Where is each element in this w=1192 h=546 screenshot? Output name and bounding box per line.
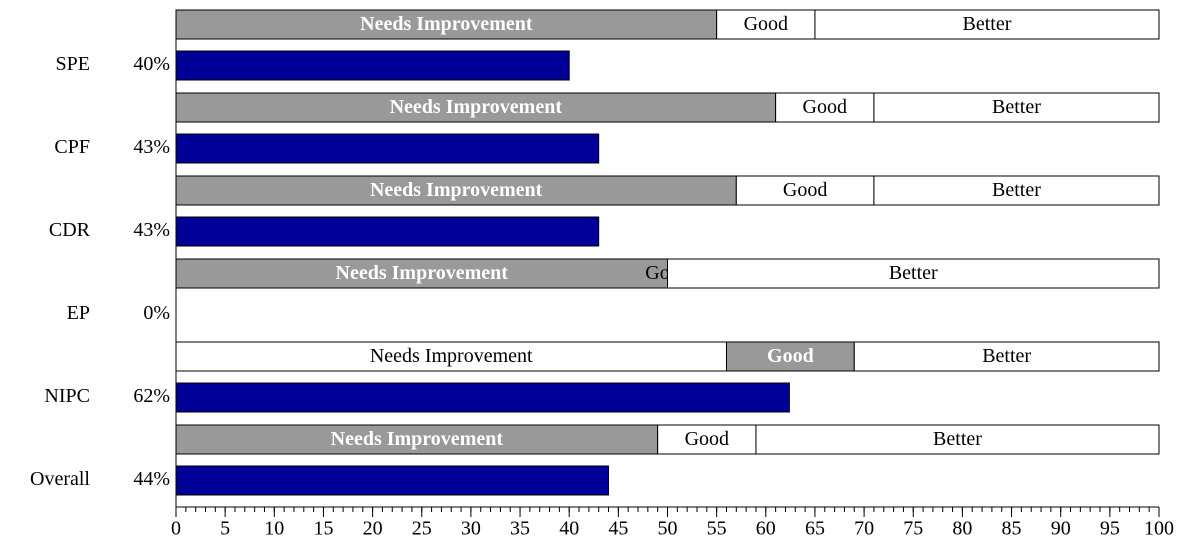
range-label: Needs Improvement: [331, 428, 504, 450]
category-label: Overall: [30, 468, 90, 490]
range-label: Better: [992, 179, 1041, 201]
category-label: CDR: [49, 219, 91, 241]
range-segment: [873, 92, 1160, 123]
range-segment: [735, 175, 875, 206]
bar: [175, 216, 600, 247]
range-segment: [853, 341, 1160, 372]
x-tick-label: 80: [952, 518, 972, 540]
bar: [175, 50, 570, 81]
x-tick-label: 20: [363, 518, 383, 540]
x-tick-label: 70: [854, 518, 874, 540]
value-label: 0%: [143, 302, 170, 324]
range-segment: [175, 9, 718, 40]
x-tick-label: 25: [412, 518, 432, 540]
x-tick-label: 15: [313, 518, 333, 540]
range-label: Good: [783, 179, 827, 201]
range-label: Good: [803, 96, 847, 118]
x-tick-label: 5: [220, 518, 230, 540]
x-tick-label: 50: [658, 518, 678, 540]
range-segment: [755, 424, 1160, 455]
x-tick-label: 65: [805, 518, 825, 540]
range-segment: [175, 424, 659, 455]
x-tick-label: 60: [756, 518, 776, 540]
range-label: Good: [767, 345, 814, 367]
range-segment: [716, 9, 816, 40]
value-label: 44%: [133, 468, 170, 490]
value-label: 62%: [133, 385, 170, 407]
x-tick-label: 90: [1051, 518, 1071, 540]
category-label: SPE: [56, 53, 90, 75]
range-label: Better: [933, 428, 982, 450]
range-label: Needs Improvement: [390, 96, 563, 118]
bar: [175, 133, 600, 164]
category-label: CPF: [54, 136, 90, 158]
x-tick-label: 35: [510, 518, 530, 540]
range-label: Needs Improvement: [360, 13, 533, 35]
range-segment: [814, 9, 1160, 40]
range-label: Better: [992, 96, 1041, 118]
x-tick-label: 95: [1100, 518, 1120, 540]
range-label: Better: [982, 345, 1031, 367]
range-segment: [175, 175, 737, 206]
range-segment: [667, 258, 1160, 289]
range-segment: [873, 175, 1160, 206]
x-tick-label: 85: [1002, 518, 1022, 540]
range-label: Better: [963, 13, 1012, 35]
x-tick-label: 75: [903, 518, 923, 540]
category-label: NIPC: [44, 385, 90, 407]
x-tick-label: 0: [171, 518, 181, 540]
range-segment: [725, 341, 855, 372]
x-tick-label: 10: [264, 518, 284, 540]
range-label: Needs Improvement: [370, 179, 543, 201]
x-tick-label: 30: [461, 518, 481, 540]
bar: [175, 465, 610, 496]
value-label: 43%: [133, 136, 170, 158]
x-tick-label: 40: [559, 518, 579, 540]
bar: [175, 382, 790, 413]
range-label: Needs Improvement: [336, 262, 509, 284]
x-tick-label: 45: [608, 518, 628, 540]
x-tick-label: 55: [707, 518, 727, 540]
range-segment: [775, 92, 875, 123]
range-segment: [175, 258, 668, 289]
category-label: EP: [67, 302, 90, 324]
value-label: 43%: [133, 219, 170, 241]
range-label: Better: [889, 262, 938, 284]
range-label: Good: [744, 13, 788, 35]
range-label: Needs Improvement: [370, 345, 533, 367]
x-tick-label: 100: [1144, 518, 1174, 540]
value-label: 40%: [133, 53, 170, 75]
range-segment: [175, 341, 727, 372]
range-label: Good: [685, 428, 729, 450]
